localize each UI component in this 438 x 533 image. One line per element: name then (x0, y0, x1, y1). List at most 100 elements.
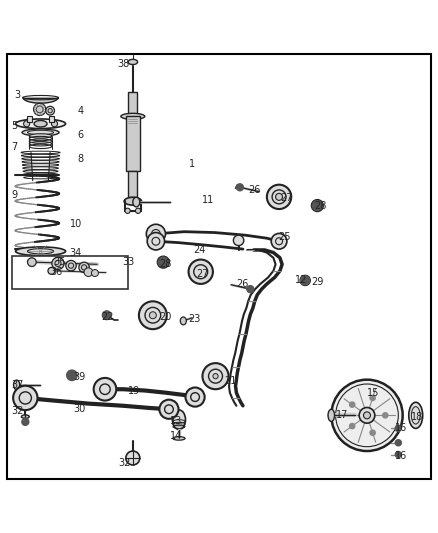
Circle shape (395, 451, 401, 457)
Circle shape (13, 386, 38, 410)
Polygon shape (23, 98, 58, 103)
Circle shape (395, 440, 401, 446)
Circle shape (84, 268, 93, 277)
Text: 26: 26 (237, 279, 249, 289)
Bar (27, 116, 32, 122)
Text: 19: 19 (127, 385, 140, 395)
Circle shape (125, 208, 130, 213)
Bar (128, 171, 137, 197)
Circle shape (359, 408, 375, 423)
Circle shape (94, 378, 116, 400)
Ellipse shape (173, 410, 185, 430)
Circle shape (66, 261, 76, 271)
Text: 12: 12 (295, 276, 307, 286)
Circle shape (102, 311, 111, 320)
Ellipse shape (28, 258, 36, 266)
Ellipse shape (21, 415, 29, 418)
Circle shape (312, 200, 322, 211)
Circle shape (271, 233, 287, 249)
Ellipse shape (15, 247, 66, 256)
Text: 32: 32 (118, 458, 131, 468)
Circle shape (233, 235, 244, 246)
Text: 14: 14 (170, 431, 183, 441)
Text: 23: 23 (188, 314, 201, 324)
Circle shape (159, 400, 179, 419)
Circle shape (146, 224, 166, 244)
Circle shape (22, 418, 29, 425)
Text: 35: 35 (53, 257, 66, 267)
Ellipse shape (14, 380, 20, 390)
Text: 15: 15 (367, 387, 379, 398)
Circle shape (147, 232, 165, 250)
Circle shape (52, 257, 64, 270)
Circle shape (331, 379, 403, 451)
Circle shape (395, 425, 401, 431)
Ellipse shape (29, 134, 52, 138)
Circle shape (24, 120, 30, 127)
Ellipse shape (121, 114, 145, 119)
Text: 28: 28 (159, 260, 171, 269)
Text: 33: 33 (122, 257, 134, 267)
Circle shape (370, 430, 375, 435)
Text: 17: 17 (336, 410, 348, 421)
Ellipse shape (34, 120, 47, 127)
Text: 16: 16 (395, 423, 407, 433)
Text: 21: 21 (224, 376, 237, 385)
Circle shape (350, 402, 355, 407)
Text: 8: 8 (78, 154, 84, 164)
Text: 30: 30 (73, 404, 85, 414)
Circle shape (383, 413, 388, 418)
Bar (126, 116, 140, 171)
Circle shape (185, 387, 205, 407)
Circle shape (267, 184, 291, 209)
Ellipse shape (133, 197, 140, 207)
Text: 27: 27 (196, 269, 209, 279)
Text: 5: 5 (11, 122, 17, 131)
Text: 13: 13 (170, 416, 183, 426)
Ellipse shape (173, 437, 185, 440)
Circle shape (67, 370, 77, 381)
Text: 34: 34 (69, 248, 81, 259)
Text: 16: 16 (395, 451, 407, 461)
Ellipse shape (328, 409, 335, 422)
Circle shape (149, 312, 156, 319)
Ellipse shape (180, 317, 186, 325)
Text: 10: 10 (70, 219, 82, 229)
Text: 9: 9 (11, 190, 17, 200)
Text: 37: 37 (11, 380, 23, 390)
Circle shape (364, 412, 371, 419)
Circle shape (301, 276, 310, 285)
Circle shape (34, 103, 46, 116)
Circle shape (213, 374, 218, 379)
Circle shape (247, 286, 254, 293)
Text: 36: 36 (50, 266, 62, 277)
Bar (12, 256, 127, 289)
Circle shape (139, 301, 167, 329)
Text: 3: 3 (14, 91, 21, 100)
Text: 32: 32 (11, 406, 23, 416)
Circle shape (237, 184, 244, 191)
Circle shape (126, 451, 140, 465)
Text: 22: 22 (102, 312, 114, 321)
Circle shape (92, 270, 99, 277)
Text: 6: 6 (78, 130, 84, 140)
Circle shape (202, 363, 229, 389)
Text: 29: 29 (311, 277, 324, 287)
Circle shape (36, 106, 43, 113)
Ellipse shape (22, 129, 59, 136)
Ellipse shape (124, 197, 141, 205)
Circle shape (135, 208, 141, 213)
Ellipse shape (409, 402, 423, 429)
Text: 20: 20 (159, 312, 171, 321)
Circle shape (350, 424, 355, 429)
Bar (128, 92, 137, 114)
Text: 25: 25 (278, 232, 290, 242)
Text: 27: 27 (280, 193, 293, 203)
Circle shape (51, 120, 57, 127)
Text: 28: 28 (314, 201, 326, 212)
Text: 39: 39 (73, 373, 85, 383)
Circle shape (79, 262, 89, 272)
Text: 1: 1 (188, 159, 194, 169)
Circle shape (276, 193, 283, 200)
Ellipse shape (48, 268, 55, 274)
